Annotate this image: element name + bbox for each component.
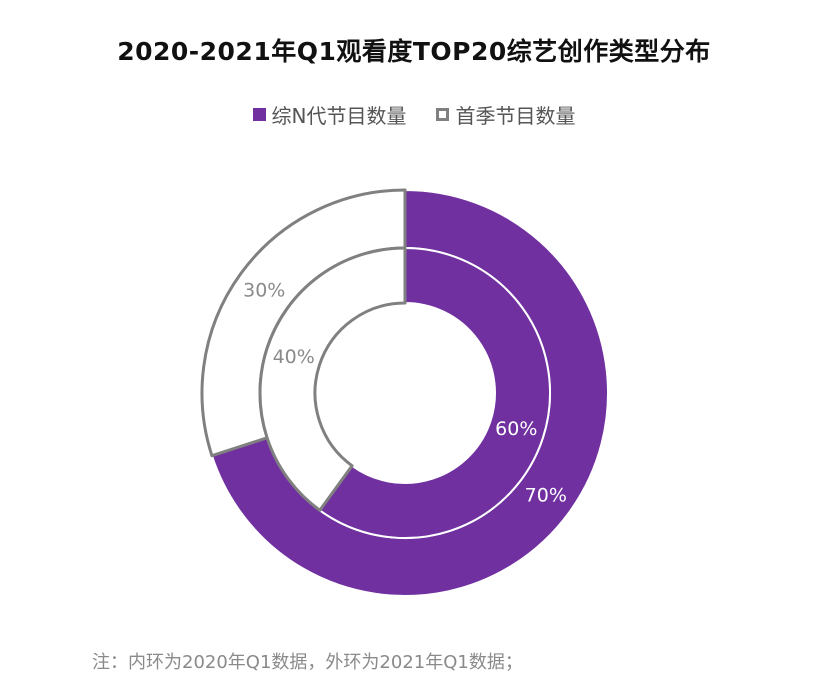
legend-label-series-b: 首季节目数量	[455, 104, 576, 128]
inner-ring-slice-series-b	[258, 246, 407, 512]
chart-title: 2020-2021年Q1观看度TOP20综艺创作类型分布	[117, 37, 711, 66]
legend-label-series-a: 综N代节目数量	[271, 104, 407, 128]
legend-swatch-filled	[252, 108, 266, 121]
outer-ring-label-series-b: 30%	[243, 280, 285, 302]
legend-swatch-hollow	[436, 108, 450, 121]
legend: 综N代节目数量 首季节目数量	[0, 100, 828, 129]
legend-item-series-b: 首季节目数量	[436, 100, 575, 129]
footnote: 注：内环为2020年Q1数据，外环为2021年Q1数据；	[92, 652, 523, 673]
inner-ring-label-series-a: 60%	[495, 418, 537, 440]
inner-ring-slice-series-a	[318, 246, 551, 539]
inner-ring-label-series-b: 40%	[273, 346, 315, 368]
outer-ring-label-series-a: 70%	[525, 484, 567, 506]
legend-item-series-a: 综N代节目数量	[252, 100, 407, 129]
